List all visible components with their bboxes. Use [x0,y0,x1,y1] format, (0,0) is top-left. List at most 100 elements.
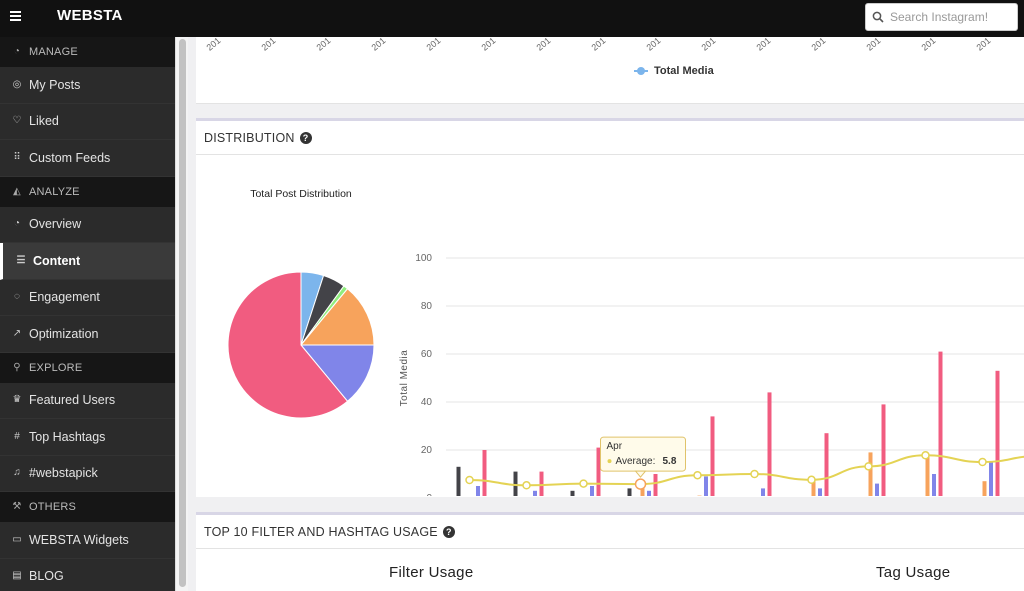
bar-2015-Aug[interactable] [868,452,873,496]
wrench-icon: ⚒ [12,501,22,512]
y-tick-label: 40 [421,397,433,408]
bar-2015-Jul[interactable] [811,481,816,496]
sidebar-item-top-hashtags[interactable]: # Top Hashtags [0,419,175,456]
bar-2016-Oct[interactable] [989,462,993,496]
pie-slice-2015[interactable] [299,288,375,346]
sidebar-item-websta-widgets[interactable]: ▭ WEBSTA Widgets [0,522,175,559]
sidebar-section-manage: ◔ MANAGE [0,37,175,67]
sidebar-section-others: ⚒ OTHERS [0,492,175,522]
average-point[interactable] [807,475,816,485]
sidebar: ◔ MANAGE ◎ My Posts ♡ Liked ⠿ Custom Feeds ◭ ANAL… [0,37,175,591]
sidebar-item-blog[interactable]: ▤ BLOG [0,559,175,591]
bar-2016-Feb[interactable] [533,490,537,496]
x-tick-label: 201 [589,35,608,53]
bar-2017-Aug[interactable] [881,404,886,496]
sidebar-item-optimization[interactable]: ↗ Optimization [0,316,175,353]
sidebar-item-custom-feeds[interactable]: ⠿ Custom Feeds [0,140,175,177]
sidebar-scrollbar[interactable] [175,37,188,591]
distribution-panel: DISTRIBUTION ? Total Post Distribution 0… [196,118,1024,497]
bar-2017-Jan[interactable] [482,450,487,496]
y-tick-label: 60 [421,349,433,360]
bar-2013-Apr[interactable] [627,488,632,496]
search-input[interactable] [890,9,1012,25]
sidebar-item-webstapick[interactable]: ♫ #webstapick [0,456,175,492]
sidebar-item-content[interactable]: ☰ Content [0,243,175,280]
sidebar-item-label: BLOG [29,569,64,584]
average-point[interactable] [693,470,702,480]
pie-title: Total Post Distribution [250,188,352,200]
sidebar-item-featured-users[interactable]: ♛ Featured Users [0,383,175,419]
sidebar-item-overview[interactable]: ◔ Overview [0,207,175,243]
bar-2016-Mar[interactable] [590,486,594,496]
menu-icon[interactable] [10,9,24,23]
bar-2017-Sep[interactable] [938,351,943,496]
bar-2016-Jan[interactable] [476,486,480,496]
bar-2017-Oct[interactable] [995,370,1000,496]
line-marker-icon [634,67,648,75]
sidebar-item-label: ANALYZE [29,185,80,198]
average-point[interactable] [864,462,873,471]
hashtag-icon: # [14,430,20,442]
scrollbar-thumb[interactable] [179,39,186,587]
bar-2013-Feb[interactable] [513,471,518,496]
average-point[interactable] [634,478,647,490]
average-point[interactable] [579,479,588,488]
grid-icon: ⠿ [13,151,21,163]
bar-2015-Sep[interactable] [925,454,930,496]
bar-2016-Sep[interactable] [932,474,936,496]
pie-slice-2017[interactable] [227,271,349,419]
bar-2013-Jan[interactable] [456,466,461,496]
tooltip-label: Average: [616,456,656,467]
bar-2016-Apr[interactable] [647,490,651,496]
sidebar-item-label: Engagement [29,290,100,305]
tooltip-arrow [634,470,647,478]
bar-2015-Oct[interactable] [982,481,987,496]
brand-logo[interactable]: WEBSTA [57,7,123,24]
bar-2017-May[interactable] [710,416,715,496]
average-point[interactable] [921,451,930,460]
tag-usage-title: Tag Usage [876,564,951,581]
help-icon[interactable]: ? [299,131,312,144]
sidebar-section-explore: ⚲ EXPLORE [0,352,175,383]
sidebar-item-label: Top Hashtags [29,429,106,444]
help-icon[interactable]: ? [442,525,455,538]
bar-2017-Apr[interactable] [653,474,658,496]
bar-2017-Feb[interactable] [539,471,544,496]
bar-2016-Jul[interactable] [818,488,822,496]
bar-2017-Jul[interactable] [824,433,829,496]
average-point[interactable] [978,457,987,467]
bar-2017-Mar[interactable] [596,447,601,496]
bar-2016-Aug[interactable] [875,483,879,496]
average-point[interactable] [522,481,531,490]
dashboard-icon: ◔ [13,218,21,230]
pie-slice-2016[interactable] [299,344,375,402]
total-media-legend[interactable]: Total Media [634,65,714,77]
heart-icon: ♡ [12,115,22,127]
sidebar-item-label: EXPLORE [29,361,83,374]
average-point[interactable] [465,475,474,485]
x-tick-label: 201 [534,35,553,53]
comments-icon: ◌ [14,291,20,303]
tooltip-marker-icon [607,459,612,464]
bar-2015-Apr[interactable] [640,483,645,496]
filter-usage-title: Filter Usage [389,564,474,581]
y-tick-label: 0 [426,493,432,496]
sidebar-item-label: Content [33,253,81,268]
bar-chart: 020406080100Total MediaJanFebMarAprMayJu… [399,253,1024,496]
average-point[interactable] [750,469,759,479]
top-bar: WEBSTA [0,0,1024,37]
bar-2017-Jun[interactable] [767,392,772,496]
bar-2016-Jun[interactable] [761,488,765,496]
x-tick-label: 201 [369,35,388,53]
sidebar-item-my-posts[interactable]: ◎ My Posts [0,67,175,104]
bar-2016-May[interactable] [704,476,708,496]
y-axis-title: Total Media [399,350,410,407]
sidebar-item-label: Optimization [29,326,99,341]
line-chart-icon: ↗ [12,327,22,339]
sidebar-item-liked[interactable]: ♡ Liked [0,104,175,140]
x-tick-label: 201 [754,35,773,53]
bar-2013-Mar[interactable] [570,490,575,496]
sidebar-item-label: #webstapick [29,466,98,481]
search-box[interactable] [865,3,1018,31]
sidebar-item-engagement[interactable]: ◌ Engagement [0,280,175,316]
